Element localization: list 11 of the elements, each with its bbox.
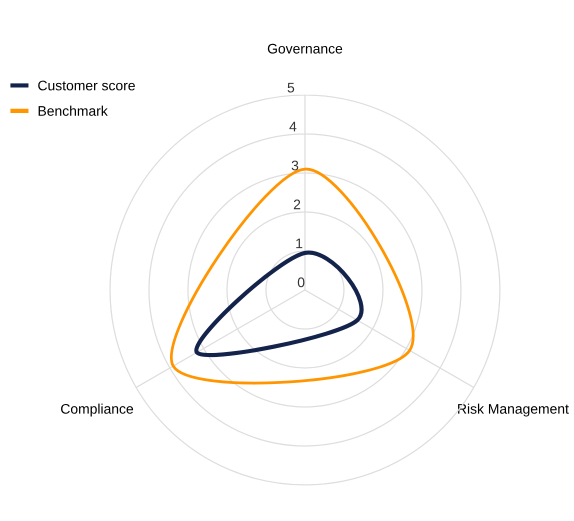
legend-label: Benchmark	[38, 106, 108, 116]
legend-label: Customer score	[38, 80, 135, 90]
spoke-label: Risk Management	[458, 404, 569, 417]
spoke-label: Governance	[268, 44, 342, 54]
y-tick-label: 3	[292, 160, 298, 170]
y-tick-label: 5	[288, 82, 294, 93]
y-tick-label: 0	[298, 277, 304, 288]
y-tick-label: 1	[296, 238, 302, 248]
y-tick-label: 4	[289, 122, 296, 132]
spoke-label: Compliance	[61, 404, 134, 417]
y-tick-label: 2	[294, 200, 300, 210]
